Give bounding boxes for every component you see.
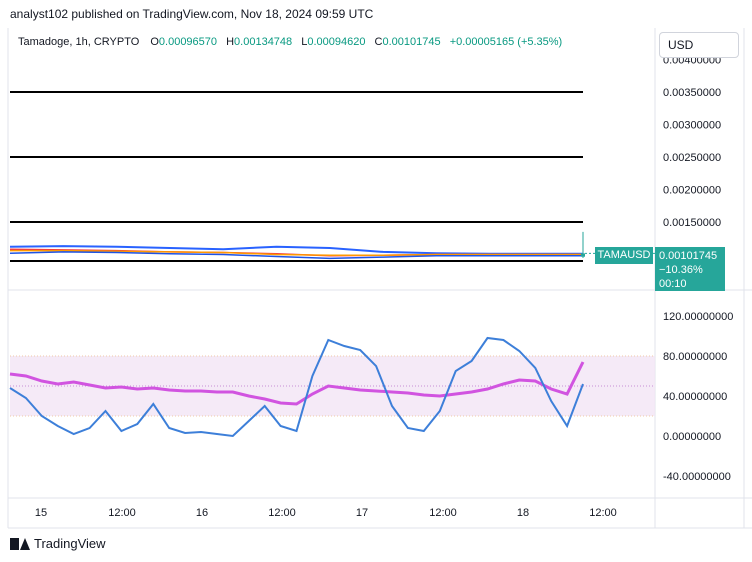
tradingview-logo-icon bbox=[10, 537, 30, 550]
high-value: 0.00134748 bbox=[234, 36, 293, 48]
price-series-3 bbox=[9, 251, 583, 260]
currency-button[interactable]: USD bbox=[659, 32, 739, 58]
current-price-box: 0.00101745 −10.36% 00:10 bbox=[655, 247, 725, 291]
symbol-legend: Tamadoge, 1h, CRYPTO O0.00096570 H0.0013… bbox=[18, 36, 568, 48]
ticker-badge: TAMAUSD bbox=[595, 247, 653, 264]
price-tick-4: 0.00150000 bbox=[663, 217, 721, 229]
tradingview-logo-text: TradingView bbox=[34, 536, 106, 551]
price-tick-partial: 0.00400000 bbox=[663, 55, 721, 67]
time-tick-5: 12:00 bbox=[429, 507, 457, 519]
stoch-series-0 bbox=[9, 361, 585, 406]
change-value: +0.00005165 (+5.35%) bbox=[449, 36, 563, 48]
stoch-series-1 bbox=[9, 336, 584, 438]
price-series-2 bbox=[10, 249, 583, 256]
stoch-tick-2: 40.00000000 bbox=[663, 391, 727, 403]
price-axis: 0.00350000 0.00300000 0.00250000 0.00200000… bbox=[663, 55, 721, 229]
stoch-rsi-panel bbox=[9, 336, 655, 438]
time-tick-2: 16 bbox=[196, 507, 208, 519]
stoch-tick-3: 0.00000000 bbox=[663, 431, 721, 443]
close-label: C bbox=[374, 36, 383, 48]
stoch-tick-0: 120.00000000 bbox=[663, 311, 733, 323]
time-tick-4: 17 bbox=[356, 507, 368, 519]
stoch-axis: 120.00000000 80.00000000 40.00000000 0.0000… bbox=[663, 311, 733, 483]
publisher-header: analyst102 published on TradingView.com,… bbox=[10, 7, 374, 21]
price-tick-2: 0.00250000 bbox=[663, 152, 721, 164]
price-change-pct: −10.36% bbox=[659, 264, 703, 276]
price-tick-0: 0.00350000 bbox=[663, 87, 721, 99]
low-label: L bbox=[301, 36, 308, 48]
time-tick-0: 15 bbox=[35, 507, 47, 519]
time-tick-7: 12:00 bbox=[589, 507, 617, 519]
price-tick-3: 0.00200000 bbox=[663, 185, 721, 197]
price-panel bbox=[9, 91, 655, 262]
symbol-name: Tamadoge, 1h, CRYPTO bbox=[18, 36, 140, 48]
time-axis: 15 12:00 16 12:00 17 12:00 18 12:00 bbox=[35, 507, 617, 519]
stoch-tick-4: -40.00000000 bbox=[663, 471, 731, 483]
current-price: 0.00101745 bbox=[659, 250, 718, 262]
high-label: H bbox=[226, 36, 235, 48]
last-candle-body bbox=[581, 253, 585, 257]
candle-countdown: 00:10 bbox=[659, 278, 687, 290]
price-tick-1: 0.00300000 bbox=[663, 120, 721, 132]
open-value: 0.00096570 bbox=[158, 36, 218, 48]
stoch-tick-1: 80.00000000 bbox=[663, 351, 727, 363]
time-tick-1: 12:00 bbox=[108, 507, 136, 519]
time-tick-6: 18 bbox=[517, 507, 529, 519]
time-tick-3: 12:00 bbox=[268, 507, 296, 519]
open-label: O bbox=[150, 36, 159, 48]
tradingview-logo[interactable]: TradingView bbox=[10, 536, 106, 551]
low-value: 0.00094620 bbox=[307, 36, 366, 48]
close-value: 0.00101745 bbox=[382, 36, 441, 48]
